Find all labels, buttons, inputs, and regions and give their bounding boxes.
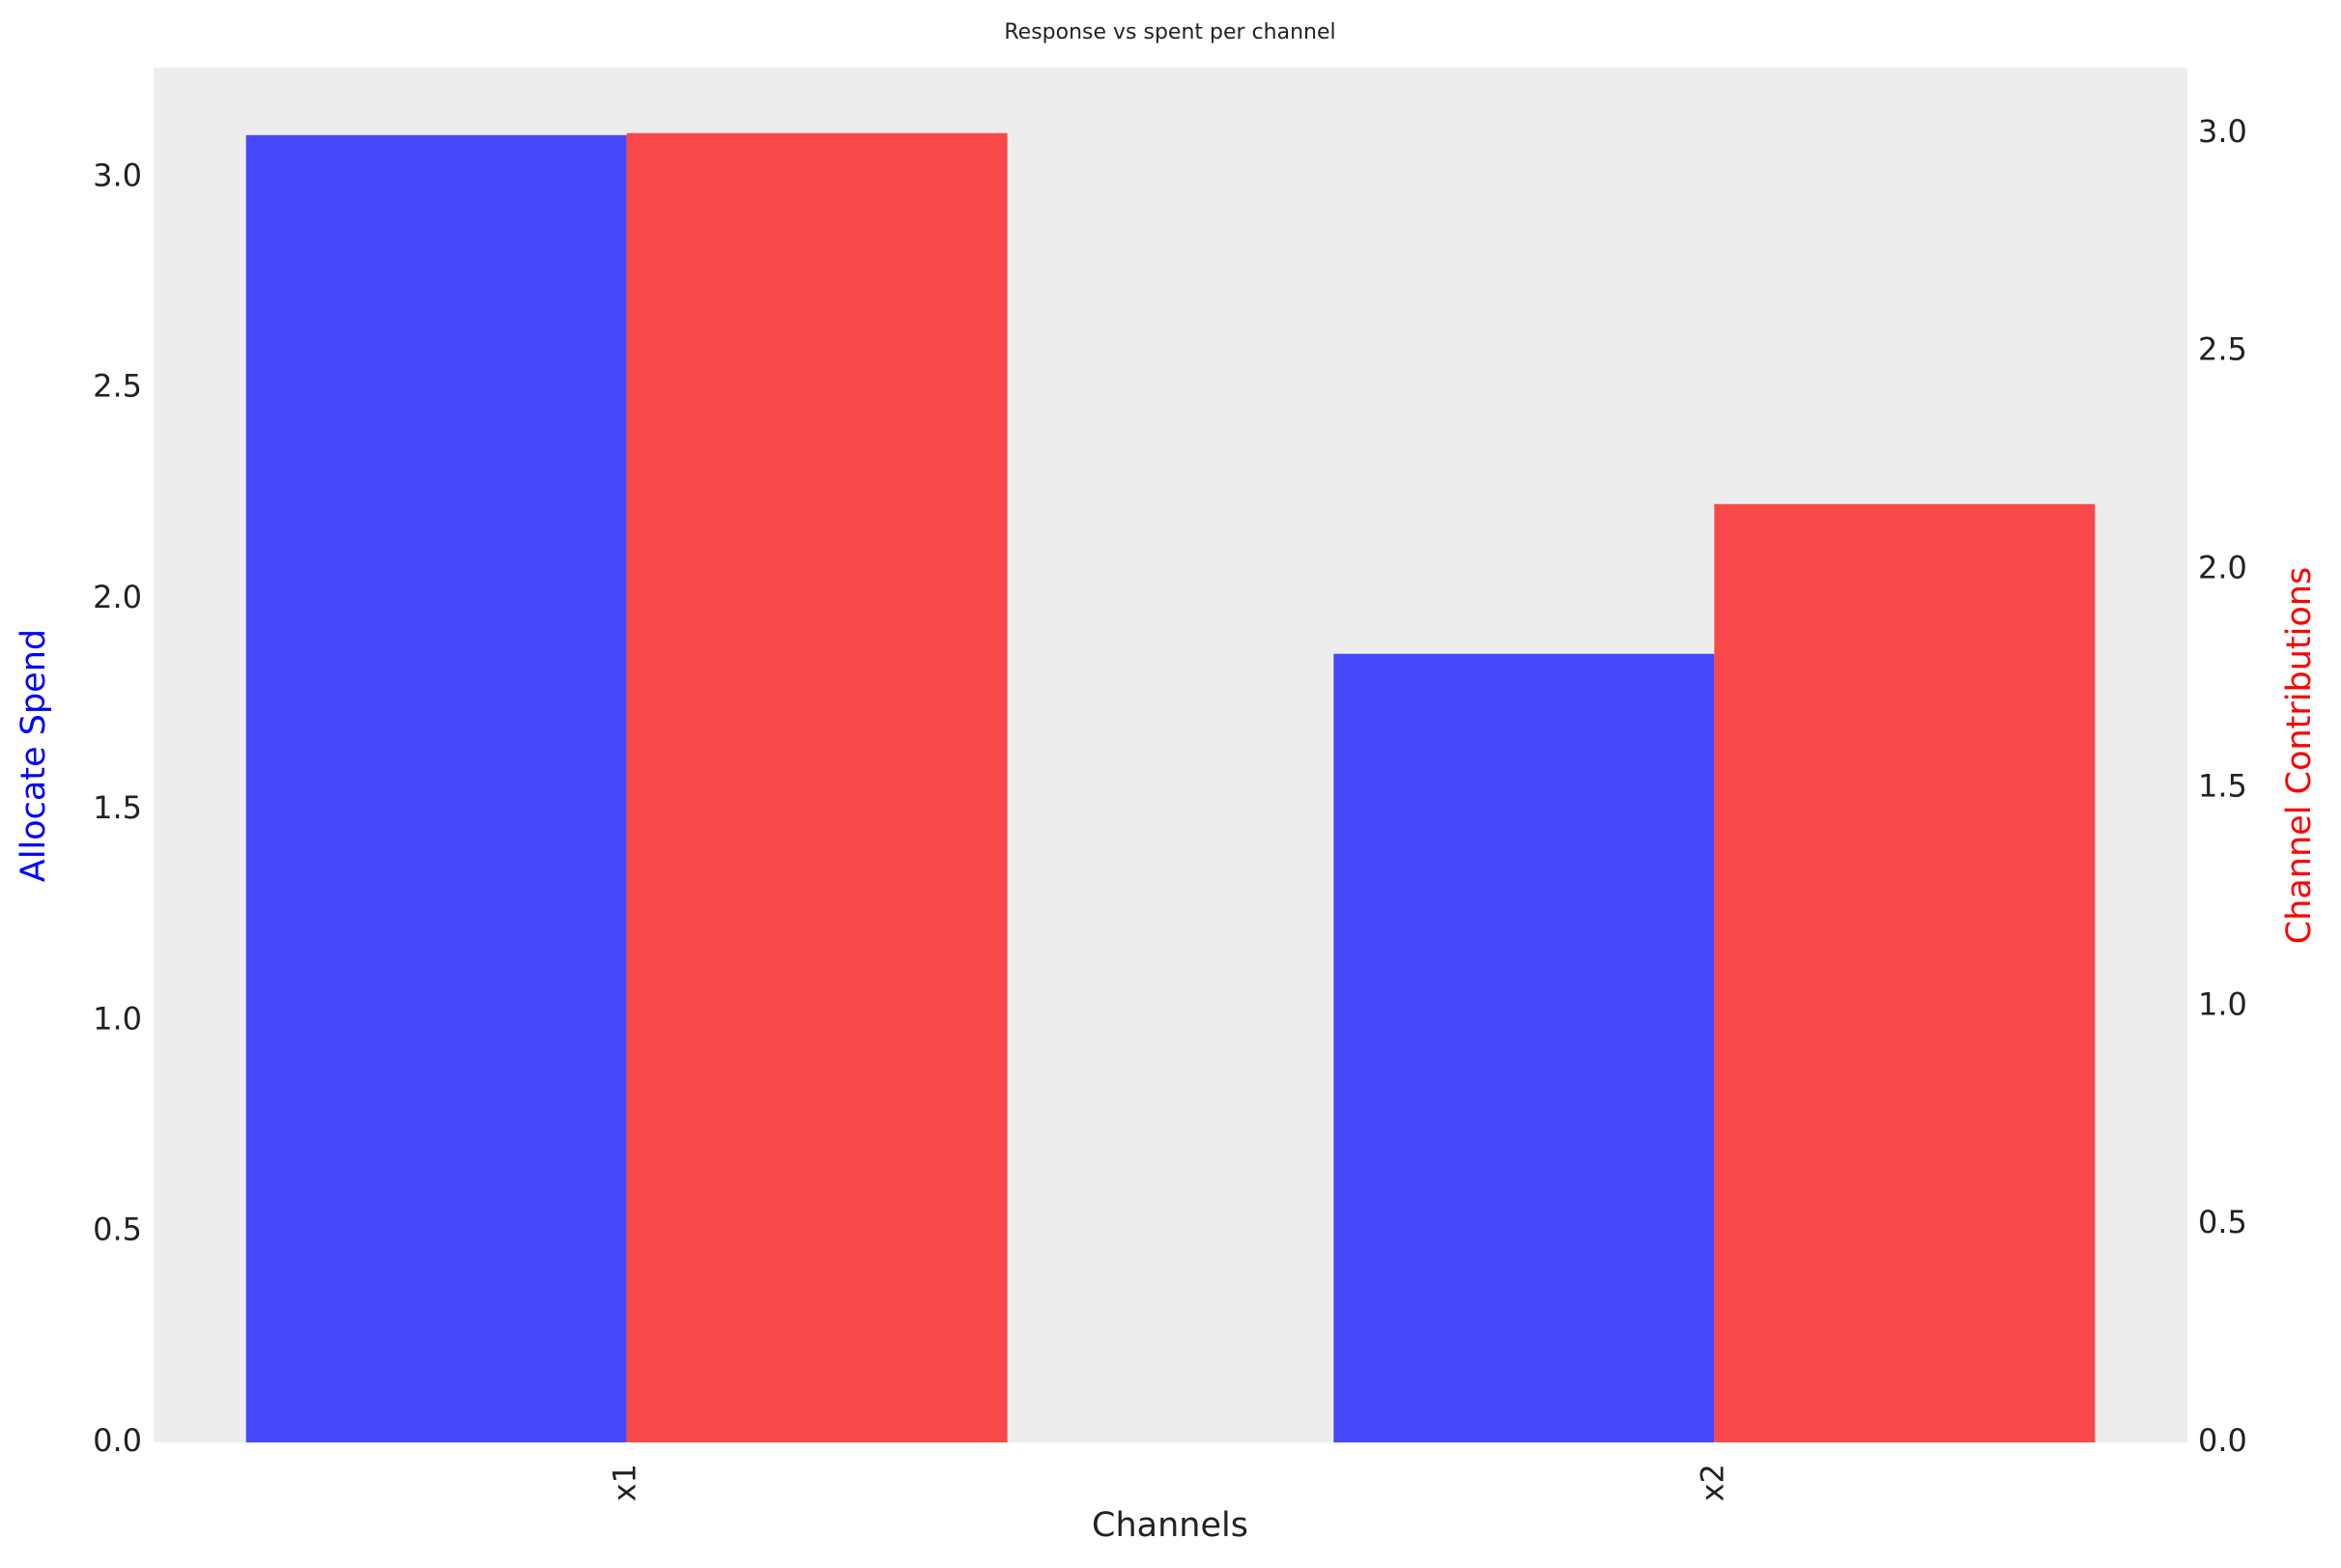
y2-tick-label: 2.0 [2198,550,2247,586]
y-tick-label: 1.0 [93,1000,142,1037]
y2-tick-label: 2.5 [2198,331,2247,368]
bar [1714,503,2096,1442]
y-tick-label: 0.0 [93,1422,142,1459]
y2-tick-label: 0.0 [2198,1422,2247,1459]
bar [245,134,627,1443]
y2-axis-label: Channel Contributions [2280,567,2319,944]
bar [1333,653,1715,1442]
y-tick-label: 2.0 [93,579,142,615]
y2-tick-label: 0.5 [2198,1204,2247,1240]
y2-tick-label: 1.0 [2198,985,2247,1022]
y2-tick-label: 3.0 [2198,113,2247,150]
y-tick-label: 1.5 [93,789,142,826]
chart-title: Response vs spent per channel [1004,20,1335,44]
y-axis-label: Allocate Spend [14,629,53,882]
x-axis-label: Channels [1092,1506,1248,1545]
bar [626,132,1008,1442]
x-tick-label: x2 [1694,1464,1730,1501]
y-tick-label: 0.5 [93,1212,142,1248]
y-tick-label: 3.0 [93,157,142,193]
x-tick-label: x1 [607,1464,643,1501]
y-tick-label: 2.5 [93,368,142,405]
y2-tick-label: 1.5 [2198,767,2247,804]
